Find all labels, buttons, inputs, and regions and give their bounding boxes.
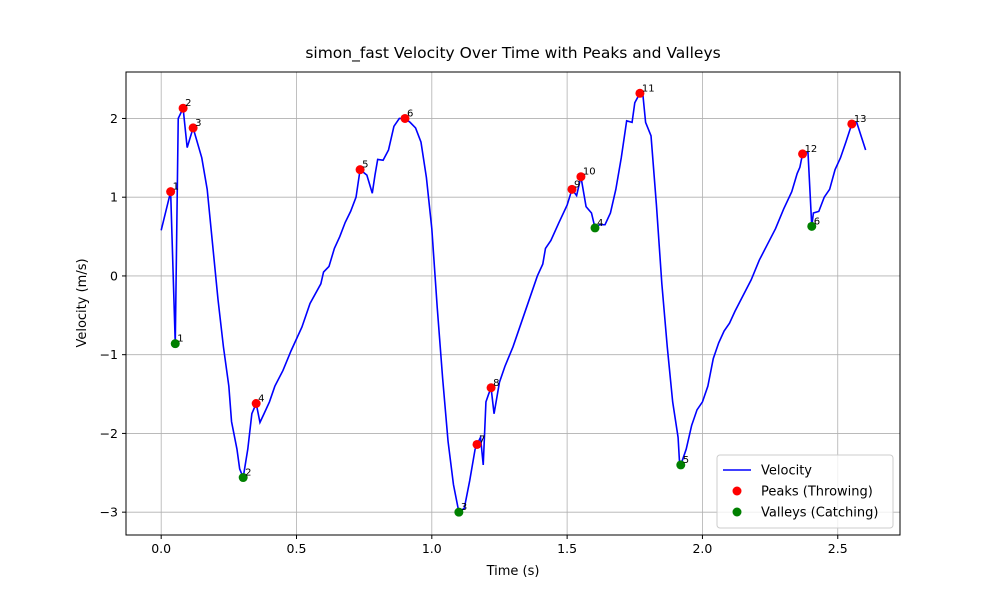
- point: [847, 119, 857, 129]
- point-label: 1: [177, 334, 183, 345]
- point: [576, 172, 586, 182]
- legend-box: [716, 454, 894, 529]
- point-label: 12: [805, 144, 818, 155]
- x-tick-label: 1.0: [422, 541, 442, 556]
- legend-swatch: [732, 486, 742, 496]
- point-label: 6: [407, 108, 413, 119]
- x-tick-label: 0.5: [287, 541, 307, 556]
- legend-swatch: [732, 507, 742, 517]
- point-label: 5: [683, 455, 689, 466]
- point-label: 8: [493, 378, 499, 389]
- x-axis-label: Time (s): [486, 564, 540, 579]
- point-label: 3: [461, 502, 467, 513]
- point: [355, 165, 365, 175]
- plot-frame: [125, 71, 901, 536]
- point: [486, 383, 496, 393]
- point: [472, 439, 482, 449]
- point: [590, 223, 600, 233]
- point-label: 9: [574, 179, 580, 190]
- point-label: 4: [258, 394, 264, 405]
- point: [798, 149, 808, 159]
- point-label: 11: [642, 83, 655, 94]
- point: [454, 507, 464, 517]
- point: [676, 460, 686, 470]
- y-tick-label: −2: [100, 426, 118, 441]
- point-label: 13: [854, 114, 867, 125]
- point-label: 4: [597, 218, 603, 229]
- point: [807, 221, 817, 231]
- point-label: 5: [362, 160, 368, 171]
- legend-label: Valleys (Catching): [761, 506, 878, 521]
- x-tick-label: 2.0: [692, 541, 712, 556]
- point: [178, 103, 188, 113]
- legend-label: Peaks (Throwing): [761, 485, 873, 500]
- point: [251, 399, 261, 409]
- point-label: 2: [185, 98, 191, 109]
- y-tick-label: 0: [110, 268, 118, 283]
- point: [170, 339, 180, 349]
- point-label: 2: [245, 468, 251, 479]
- point: [567, 184, 577, 194]
- legend-label: Velocity: [761, 464, 812, 479]
- y-tick-label: 2: [110, 111, 118, 126]
- point-label: 10: [583, 167, 596, 178]
- y-axis-label: Velocity (m/s): [75, 258, 90, 347]
- x-tick-label: 1.5: [557, 541, 577, 556]
- y-tick-label: −3: [100, 505, 118, 520]
- x-tick-label: 0.0: [151, 541, 171, 556]
- point: [238, 473, 248, 483]
- point: [635, 88, 645, 98]
- y-tick-label: −1: [100, 347, 118, 362]
- point-label: 7: [479, 434, 485, 445]
- point-label: 6: [814, 216, 820, 227]
- velocity-line: [160, 92, 867, 514]
- point: [400, 113, 410, 123]
- point-label: 1: [173, 182, 179, 193]
- chart-title: simon_fast Velocity Over Time with Peaks…: [305, 44, 720, 63]
- point-label: 3: [195, 118, 201, 129]
- y-tick-label: 1: [110, 190, 118, 205]
- point: [188, 123, 198, 133]
- point: [166, 187, 176, 197]
- x-tick-label: 2.5: [828, 541, 848, 556]
